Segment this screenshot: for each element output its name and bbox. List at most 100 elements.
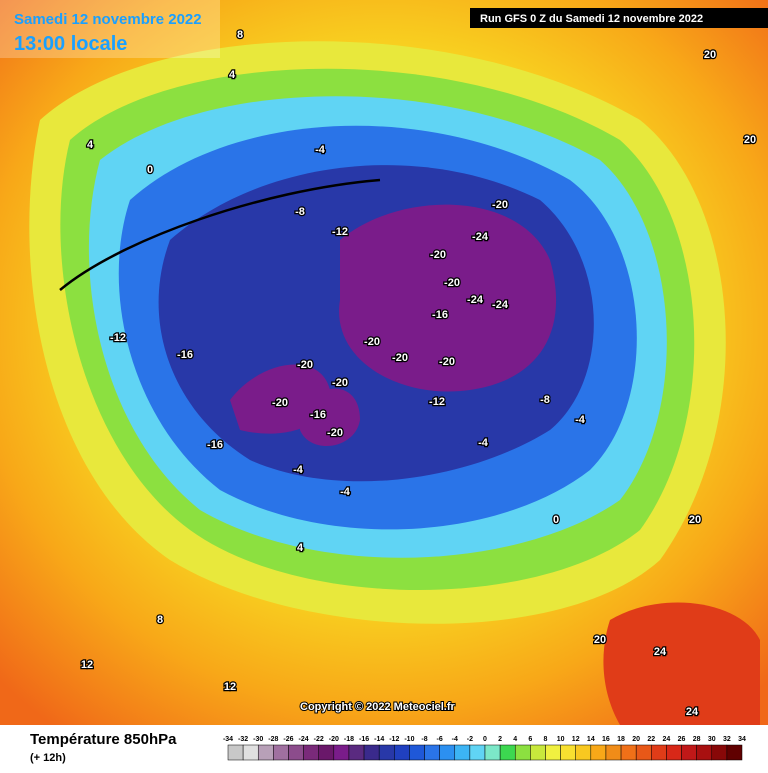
legend-tick-label: 16	[602, 736, 610, 743]
legend-tick-label: 30	[708, 736, 716, 743]
contour-label: 24	[654, 646, 667, 658]
contour-label: 8	[237, 29, 243, 41]
local-time: 13:00 locale	[14, 33, 127, 55]
contour-label: 20	[594, 634, 606, 646]
contour-label: 4	[229, 69, 236, 81]
zone-polar-south	[300, 388, 360, 447]
contour-label: -20	[272, 397, 288, 409]
legend-tick-label: -34	[223, 736, 233, 743]
legend-tick-label: 12	[572, 736, 580, 743]
title-backdrop	[0, 0, 220, 58]
variable-name: Température 850hPa	[30, 731, 177, 748]
legend-swatch	[681, 744, 697, 761]
legend-swatch	[318, 744, 335, 761]
legend-swatch	[605, 744, 622, 761]
legend-swatch	[635, 744, 652, 761]
contour-label: -16	[310, 409, 326, 421]
zone-polar-core	[339, 204, 557, 392]
legend-tick-label: -24	[299, 736, 309, 743]
legend-swatch	[651, 744, 667, 761]
contour-label: -20	[327, 427, 343, 439]
legend-tick-label: 24	[663, 736, 671, 743]
contour-label: -8	[295, 206, 305, 218]
contour-label: -4	[575, 414, 586, 426]
legend-tick-label: 4	[513, 736, 517, 743]
contour-label: 12	[81, 659, 93, 671]
contour-label: -24	[472, 231, 489, 243]
legend-swatch	[696, 744, 713, 761]
legend-swatch	[439, 744, 456, 761]
contour-label: -20	[439, 356, 455, 368]
legend-swatch	[273, 744, 289, 761]
legend-tick-label: -2	[467, 736, 473, 743]
legend-tick-label: 26	[678, 736, 686, 743]
legend-swatch	[394, 744, 410, 761]
contour-label: -24	[467, 294, 484, 306]
legend-tick-label: 18	[617, 736, 625, 743]
map	[0, 0, 768, 725]
contour-label: -20	[392, 352, 408, 364]
legend-tick-label: 28	[693, 736, 701, 743]
legend-swatch	[514, 744, 531, 761]
contour-label: -4	[340, 486, 351, 498]
legend-tick-label: 34	[738, 736, 746, 743]
legend-swatch	[711, 744, 728, 761]
legend-swatch	[530, 744, 546, 761]
legend-tick-label: 6	[528, 736, 532, 743]
zone-hot	[603, 602, 760, 725]
legend-tick-label: 8	[544, 736, 548, 743]
legend-swatch	[454, 744, 471, 761]
contour-label: 4	[87, 139, 94, 151]
legend-swatch	[666, 744, 682, 761]
copyright: Copyright © 2022 Meteociel.fr	[300, 701, 456, 713]
contour-label: -16	[207, 439, 223, 451]
legend-tick-label: -16	[359, 736, 369, 743]
legend-swatch	[484, 744, 501, 761]
legend-swatch	[303, 744, 319, 761]
contour-label: 24	[686, 706, 699, 718]
legend-tick-label: -22	[314, 736, 324, 743]
contour-label: -24	[492, 299, 509, 311]
legend-tick-label: 22	[647, 736, 655, 743]
run-info: Run GFS 0 Z du Samedi 12 novembre 2022	[480, 13, 703, 25]
legend-tick-label: 10	[557, 736, 565, 743]
legend-swatch	[560, 744, 576, 761]
contour-label: -12	[110, 332, 126, 344]
legend-swatch	[288, 744, 304, 761]
contour-label: -20	[297, 359, 313, 371]
legend-tick-label: 14	[587, 736, 595, 743]
run-box	[470, 8, 768, 28]
legend-swatch	[409, 744, 425, 761]
legend-swatch	[499, 744, 516, 761]
contour-label: 20	[744, 134, 756, 146]
contour-label: 8	[157, 614, 163, 626]
contour-label: -20	[444, 277, 460, 289]
legend-swatch	[242, 744, 259, 761]
contour-label: 0	[147, 164, 153, 176]
contour-label: -8	[540, 394, 550, 406]
legend-tick-label: 32	[723, 736, 731, 743]
legend-tick-label: -26	[283, 736, 293, 743]
legend-swatch	[575, 744, 592, 761]
legend-tick-label: -32	[238, 736, 248, 743]
contour-label: -20	[364, 336, 380, 348]
zero-isotherm	[59, 178, 381, 291]
contour-label: -12	[332, 226, 348, 238]
legend-swatch	[620, 744, 637, 761]
legend-tick-label: -30	[253, 736, 263, 743]
legend-tick-label: 0	[483, 736, 487, 743]
legend-swatch	[378, 744, 395, 761]
legend-tick-label: 20	[632, 736, 640, 743]
legend-tick-label: -8	[421, 736, 427, 743]
legend-swatch	[726, 744, 743, 761]
legend-tick-label: 2	[498, 736, 502, 743]
legend-tick-label: -6	[437, 736, 443, 743]
contour-label: 20	[704, 49, 716, 61]
legend-swatch	[424, 744, 440, 761]
legend-tick-label: -18	[344, 736, 354, 743]
contour-label: -4	[478, 437, 489, 449]
contour-label: -12	[429, 396, 445, 408]
legend-tick-label: -20	[329, 736, 339, 743]
